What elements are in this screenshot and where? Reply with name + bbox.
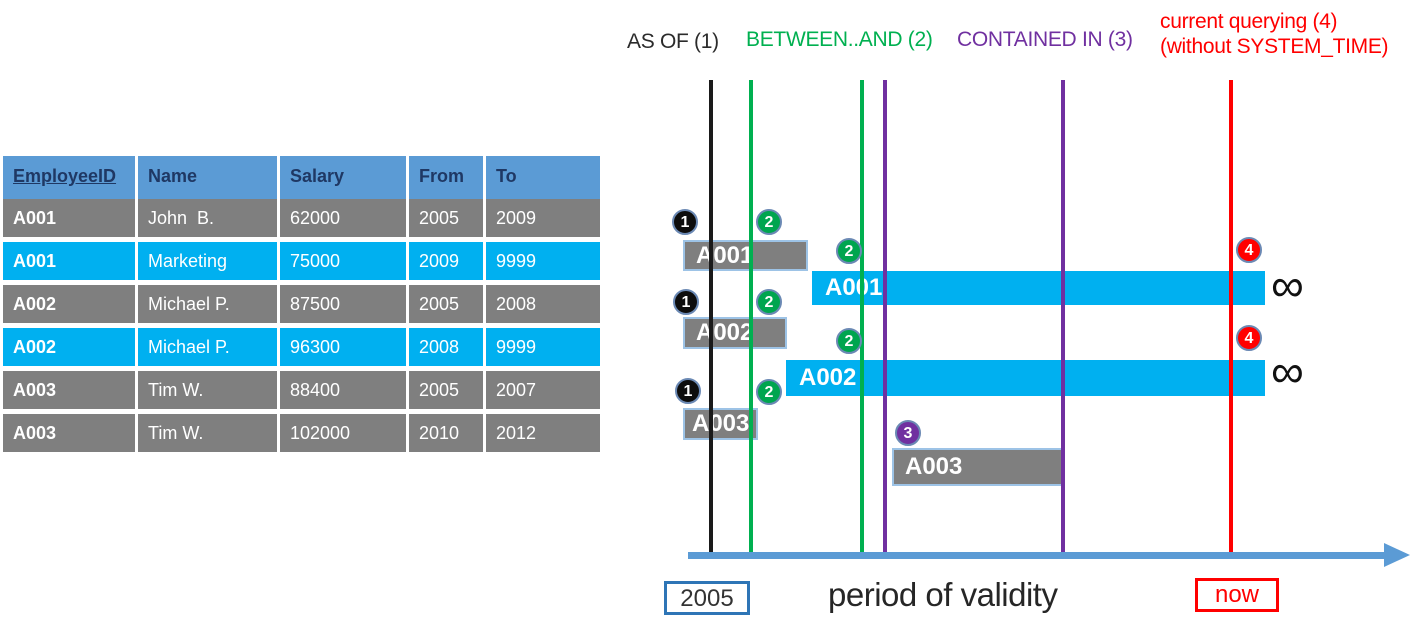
table-cell: 2005 <box>409 285 483 323</box>
table-cell: 102000 <box>280 414 406 452</box>
validity-bar-a003-history-2: A003 <box>892 448 1063 486</box>
table-cell: Tim W. <box>138 371 277 409</box>
table-cell: 88400 <box>280 371 406 409</box>
validity-bar-a002-current: A002 <box>786 360 1265 396</box>
badge-as-of-1: 1 <box>672 209 698 235</box>
infinity-icon: ∞ <box>1271 259 1304 311</box>
employee-history-table: EmployeeID Name Salary From To A001 John… <box>3 156 600 452</box>
now-query-line <box>1229 80 1233 556</box>
table-cell: A002 <box>3 328 135 366</box>
table-cell: A002 <box>3 285 135 323</box>
badge-as-of-1: 1 <box>675 378 701 404</box>
axis-title: period of validity <box>828 576 1058 613</box>
contained-in-end-line <box>1061 80 1065 556</box>
axis-now-box: now <box>1195 578 1279 612</box>
table-cell: A001 <box>3 199 135 237</box>
table-cell: 2012 <box>486 414 600 452</box>
table-cell: John B. <box>138 199 277 237</box>
table-cell: 62000 <box>280 199 406 237</box>
validity-bar-a003-history-1: A003 <box>683 408 758 440</box>
table-cell: A001 <box>3 242 135 280</box>
validity-bar-a001-current: A001 <box>812 271 1265 305</box>
badge-between-2: 2 <box>756 209 782 235</box>
badge-current-4: 4 <box>1236 237 1262 263</box>
validity-bar-a002-history: A002 <box>683 317 787 349</box>
table-cell: 96300 <box>280 328 406 366</box>
table-cell: 2009 <box>409 242 483 280</box>
between-and-start-line <box>749 80 753 556</box>
between-and-end-line <box>860 80 864 556</box>
table-cell: Tim W. <box>138 414 277 452</box>
table-cell: 2009 <box>486 199 600 237</box>
table-cell: 2005 <box>409 199 483 237</box>
table-cell: 9999 <box>486 328 600 366</box>
table-cell: A003 <box>3 414 135 452</box>
table-cell: Marketing <box>138 242 277 280</box>
badge-contained-3: 3 <box>895 420 921 446</box>
table-cell: 9999 <box>486 242 600 280</box>
validity-bar-a001-history: A001 <box>683 240 808 271</box>
legend-current-querying: current querying (4) (without SYSTEM_TIM… <box>1160 9 1389 59</box>
legend-current-querying-line1: current querying (4) <box>1160 10 1338 33</box>
table-cell: A003 <box>3 371 135 409</box>
table-cell: 87500 <box>280 285 406 323</box>
table-cell: 2010 <box>409 414 483 452</box>
time-axis-arrowhead-icon <box>1384 543 1410 567</box>
badge-as-of-1: 1 <box>673 289 699 315</box>
table-cell: 2008 <box>486 285 600 323</box>
legend-between-and: BETWEEN..AND (2) <box>746 28 933 51</box>
table-cell: Michael P. <box>138 328 277 366</box>
contained-in-start-line <box>883 80 887 556</box>
badge-between-2: 2 <box>836 238 862 264</box>
table-cell: 75000 <box>280 242 406 280</box>
table-cell: 2005 <box>409 371 483 409</box>
time-axis <box>688 552 1386 559</box>
as-of-query-line <box>709 80 713 556</box>
badge-current-4: 4 <box>1236 325 1262 351</box>
legend-contained-in: CONTAINED IN (3) <box>957 28 1133 51</box>
table-cell: Michael P. <box>138 285 277 323</box>
badge-between-2: 2 <box>756 289 782 315</box>
legend-current-querying-line2: (without SYSTEM_TIME) <box>1160 35 1389 58</box>
table-cell: 2007 <box>486 371 600 409</box>
badge-between-2: 2 <box>836 328 862 354</box>
table-cell: 2008 <box>409 328 483 366</box>
badge-between-2: 2 <box>756 379 782 405</box>
legend-as-of: AS OF (1) <box>627 30 719 53</box>
infinity-icon: ∞ <box>1271 345 1304 397</box>
axis-start-year-box: 2005 <box>664 581 750 615</box>
